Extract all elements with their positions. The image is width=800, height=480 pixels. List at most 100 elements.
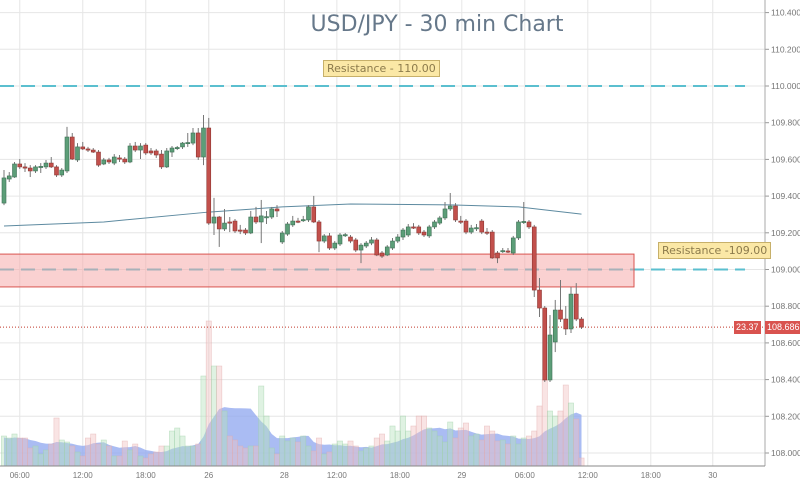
candle-up bbox=[258, 215, 264, 223]
candle-down bbox=[411, 226, 416, 229]
candle-up bbox=[510, 237, 516, 254]
candle-down bbox=[22, 166, 28, 169]
candle-down bbox=[206, 127, 212, 224]
volume-bar bbox=[142, 457, 149, 467]
volume-bar bbox=[368, 445, 375, 467]
candle-down bbox=[579, 318, 584, 328]
volume-bar bbox=[195, 443, 202, 467]
candle-up bbox=[300, 219, 306, 222]
volume-bar bbox=[310, 450, 317, 467]
volume-bar bbox=[79, 455, 86, 467]
candle-up bbox=[269, 208, 275, 218]
volume-bar bbox=[547, 410, 553, 467]
candle-down bbox=[463, 220, 469, 233]
volume-bar bbox=[531, 430, 538, 467]
volume-bar bbox=[494, 440, 501, 467]
candle-down bbox=[122, 158, 128, 163]
volume-bar bbox=[562, 384, 569, 467]
volume-bar bbox=[11, 433, 18, 467]
candle-down bbox=[311, 206, 317, 223]
candle-up bbox=[442, 208, 448, 219]
candle-up bbox=[547, 334, 553, 381]
volume-bar bbox=[394, 430, 401, 467]
volume-bar bbox=[184, 445, 191, 467]
volume-bar bbox=[468, 435, 475, 467]
volume-bar bbox=[179, 435, 186, 467]
candle-down bbox=[453, 205, 458, 221]
volume-bar bbox=[557, 410, 564, 467]
volume-bar bbox=[505, 443, 511, 467]
x-tick-label: 18:00 bbox=[641, 471, 662, 480]
candle-up bbox=[363, 242, 369, 247]
candle-up bbox=[447, 205, 453, 210]
volume-bar bbox=[53, 417, 60, 467]
candle-down bbox=[153, 150, 159, 156]
volume-bar bbox=[237, 445, 244, 467]
price-moving-average-line bbox=[3, 203, 582, 227]
volume-bar bbox=[242, 447, 249, 467]
volume-bar bbox=[295, 441, 301, 467]
volume-bar bbox=[211, 365, 217, 467]
volume-bar bbox=[415, 415, 422, 467]
x-tick-label: 18:00 bbox=[390, 471, 411, 480]
candle-up bbox=[43, 162, 49, 168]
candle-down bbox=[531, 226, 537, 291]
volume-bar bbox=[232, 439, 238, 467]
candle-up bbox=[248, 216, 254, 234]
candle-up bbox=[190, 132, 196, 144]
volume-bar bbox=[258, 385, 265, 467]
candle-down bbox=[90, 149, 96, 153]
candle-up bbox=[1, 177, 7, 204]
volume-bar bbox=[426, 427, 433, 467]
volume-bar bbox=[216, 365, 223, 467]
volume-bar bbox=[400, 415, 406, 467]
candle-up bbox=[138, 145, 143, 151]
candle-down bbox=[48, 162, 54, 168]
y-tick-label: 109.000 bbox=[771, 265, 800, 275]
volume-bar bbox=[573, 418, 580, 467]
candle-up bbox=[395, 236, 401, 242]
candle-up bbox=[222, 222, 227, 230]
candle-down bbox=[159, 153, 164, 168]
candle-down bbox=[195, 132, 201, 158]
volume-bar bbox=[153, 451, 160, 467]
volume-bar bbox=[300, 435, 307, 467]
candle-down bbox=[421, 231, 427, 236]
x-tick-label: 26 bbox=[204, 471, 213, 480]
candles bbox=[1, 114, 584, 382]
candle-up bbox=[321, 235, 327, 242]
candle-down bbox=[253, 216, 259, 223]
volume-bar bbox=[515, 443, 522, 467]
candle-down bbox=[495, 252, 500, 259]
volume-bar bbox=[148, 453, 154, 467]
volume-bar bbox=[452, 437, 459, 467]
y-tick-label: 110.200 bbox=[771, 44, 800, 54]
candle-up bbox=[474, 227, 479, 230]
volume-bar bbox=[132, 443, 139, 467]
volume-bar bbox=[484, 425, 490, 467]
candle-down bbox=[117, 157, 122, 160]
volume-bar bbox=[174, 427, 181, 467]
volume-bar bbox=[305, 445, 312, 467]
volume-bar bbox=[274, 453, 280, 467]
candle-up bbox=[6, 175, 12, 180]
candle-up bbox=[358, 244, 364, 251]
volume-bar bbox=[447, 421, 454, 467]
y-tick-label: 108.000 bbox=[771, 448, 800, 458]
candle-down bbox=[379, 252, 385, 257]
candle-up bbox=[285, 223, 290, 235]
candle-down bbox=[69, 136, 75, 160]
chart-title: USD/JPY - 30 min Chart bbox=[310, 12, 564, 37]
candle-down bbox=[558, 309, 563, 320]
candle-down bbox=[374, 239, 380, 256]
candle-up bbox=[516, 221, 521, 239]
volume-bar bbox=[121, 440, 128, 467]
volume-bar bbox=[16, 437, 23, 467]
x-tick-label: 12:00 bbox=[578, 471, 599, 480]
y-tick-label: 109.800 bbox=[771, 118, 800, 128]
volume-bar bbox=[169, 430, 175, 467]
volume-bar bbox=[510, 435, 517, 467]
candle-up bbox=[390, 240, 395, 249]
volume-bar bbox=[74, 451, 81, 467]
candle-down bbox=[106, 159, 112, 163]
